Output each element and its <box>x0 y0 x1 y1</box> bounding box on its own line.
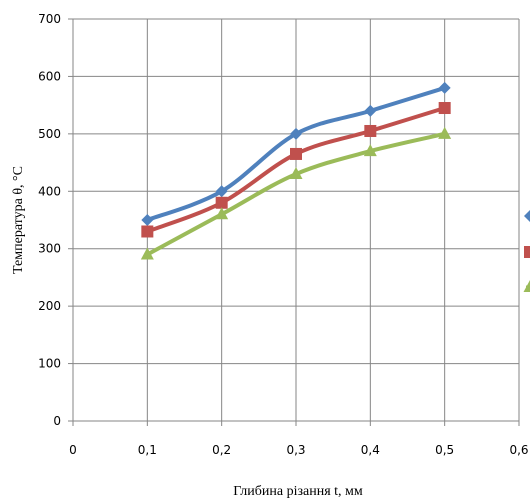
data-point <box>438 126 452 139</box>
legend-marker <box>524 246 530 258</box>
data-point <box>438 81 451 94</box>
x-tick-label: 0,6 <box>509 443 528 457</box>
data-point <box>140 247 154 260</box>
y-tick-label: 400 <box>38 184 61 198</box>
data-point <box>141 214 154 226</box>
data-point <box>290 127 302 140</box>
y-tick-label: 700 <box>38 12 61 26</box>
x-tick-label: 0,3 <box>286 443 305 457</box>
grid <box>73 18 520 421</box>
data-point <box>363 144 377 157</box>
y-tick-label: 100 <box>38 357 61 371</box>
series-2 <box>141 102 451 238</box>
data-point <box>215 196 228 209</box>
data-point <box>364 104 377 117</box>
data-point <box>290 147 302 160</box>
legend-marker <box>523 280 530 292</box>
series-group <box>140 81 452 260</box>
legend-stubs <box>523 210 530 292</box>
data-point <box>215 185 228 198</box>
y-tick-label: 0 <box>53 414 61 428</box>
x-tick-label: 0,4 <box>361 443 380 457</box>
data-point <box>364 124 377 137</box>
x-tick-label: 0,5 <box>435 443 454 457</box>
axes <box>68 18 520 426</box>
x-tick-label: 0,2 <box>212 443 231 457</box>
x-axis-title: Глибина різання t, мм <box>233 484 363 499</box>
x-tick-label: 0,1 <box>138 443 157 457</box>
y-tick-label: 500 <box>38 127 61 141</box>
data-point <box>215 207 229 220</box>
data-point <box>289 167 303 180</box>
x-tick-label: 0 <box>69 443 77 457</box>
y-axis-title: Температура θ, °C <box>11 166 26 274</box>
data-point <box>141 225 154 238</box>
series-3 <box>140 126 452 260</box>
y-tick-label: 200 <box>38 299 61 313</box>
series-1 <box>141 81 451 226</box>
tick-labels: 0 0,1 0,2 0,3 0,4 0,5 0,6 0 100 200 300 400 500 600 70… <box>38 12 528 457</box>
y-tick-label: 600 <box>38 69 61 83</box>
data-point <box>438 102 451 115</box>
y-tick-label: 300 <box>38 242 61 256</box>
legend-marker <box>524 210 530 222</box>
